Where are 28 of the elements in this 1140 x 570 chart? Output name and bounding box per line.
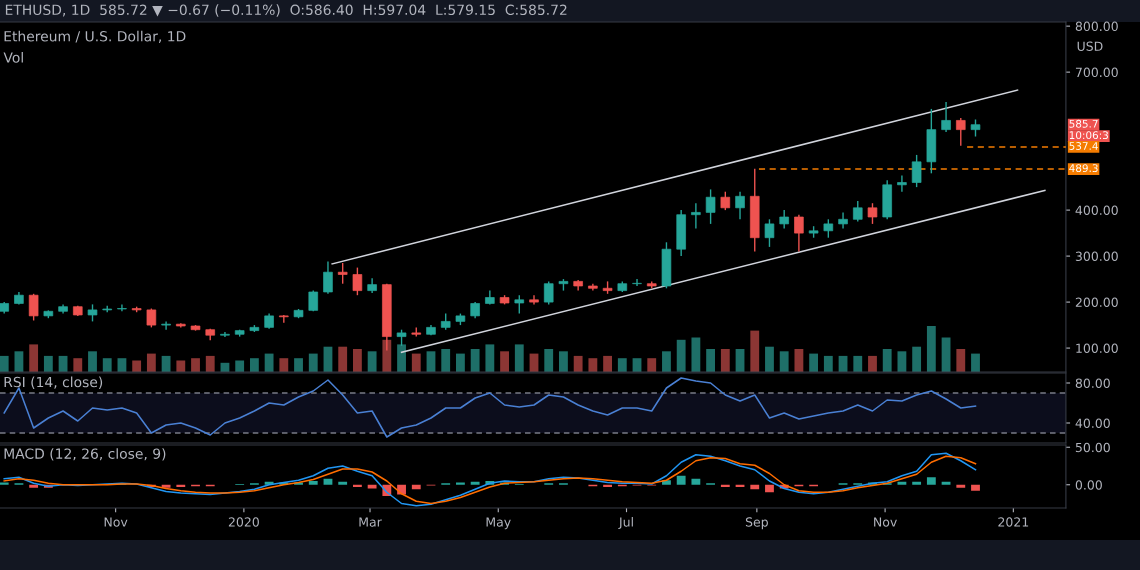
x-tick-label: 2020 [228,517,259,527]
x-tick-label: May [486,517,511,530]
text: USD [1077,41,1103,51]
annotation: 585.7 [1069,119,1098,128]
annotation: 489.3 [1069,164,1098,173]
y-tick-label: 50.00 [1075,442,1110,453]
y-tick-label: 80.00 [1075,378,1110,388]
chart-title: Vol [3,52,23,63]
annotation: 537.4 [1069,142,1098,150]
y-tick-label: 40.00 [1075,418,1110,428]
x-tick-label: Nov [874,517,897,527]
y-tick-label: 700.00 [1075,67,1118,78]
y-tick-label: 800.00 [1075,21,1118,32]
text: Ethereum / U.S. Dollar, 1D [4,30,186,43]
y-tick-label: 300.00 [1075,251,1118,262]
x-tick-label: Jul [618,517,633,530]
chart-title: RSI (14, close) [4,376,103,389]
x-tick-label: Mar [359,517,382,527]
y-tick-label: 0.00 [1075,480,1102,490]
y-tick-label: 100.00 [1076,343,1118,354]
y-tick-label: 400.00 [1075,205,1118,216]
chart-title: ETHUSD, 1D 585.72 ▼ −0.67 (−0.11%) O:586.40 H:597.04 L:579.15 C:585.72 [5,4,567,17]
text: 10:06:3 [1069,131,1108,140]
x-tick-label: Sep [745,517,768,530]
x-tick-label: 2021 [998,517,1029,527]
y-tick-label: 200.00 [1075,297,1118,308]
x-tick-label: Nov [104,517,128,527]
chart-title: MACD (12, 26, close, 9) [4,448,166,461]
